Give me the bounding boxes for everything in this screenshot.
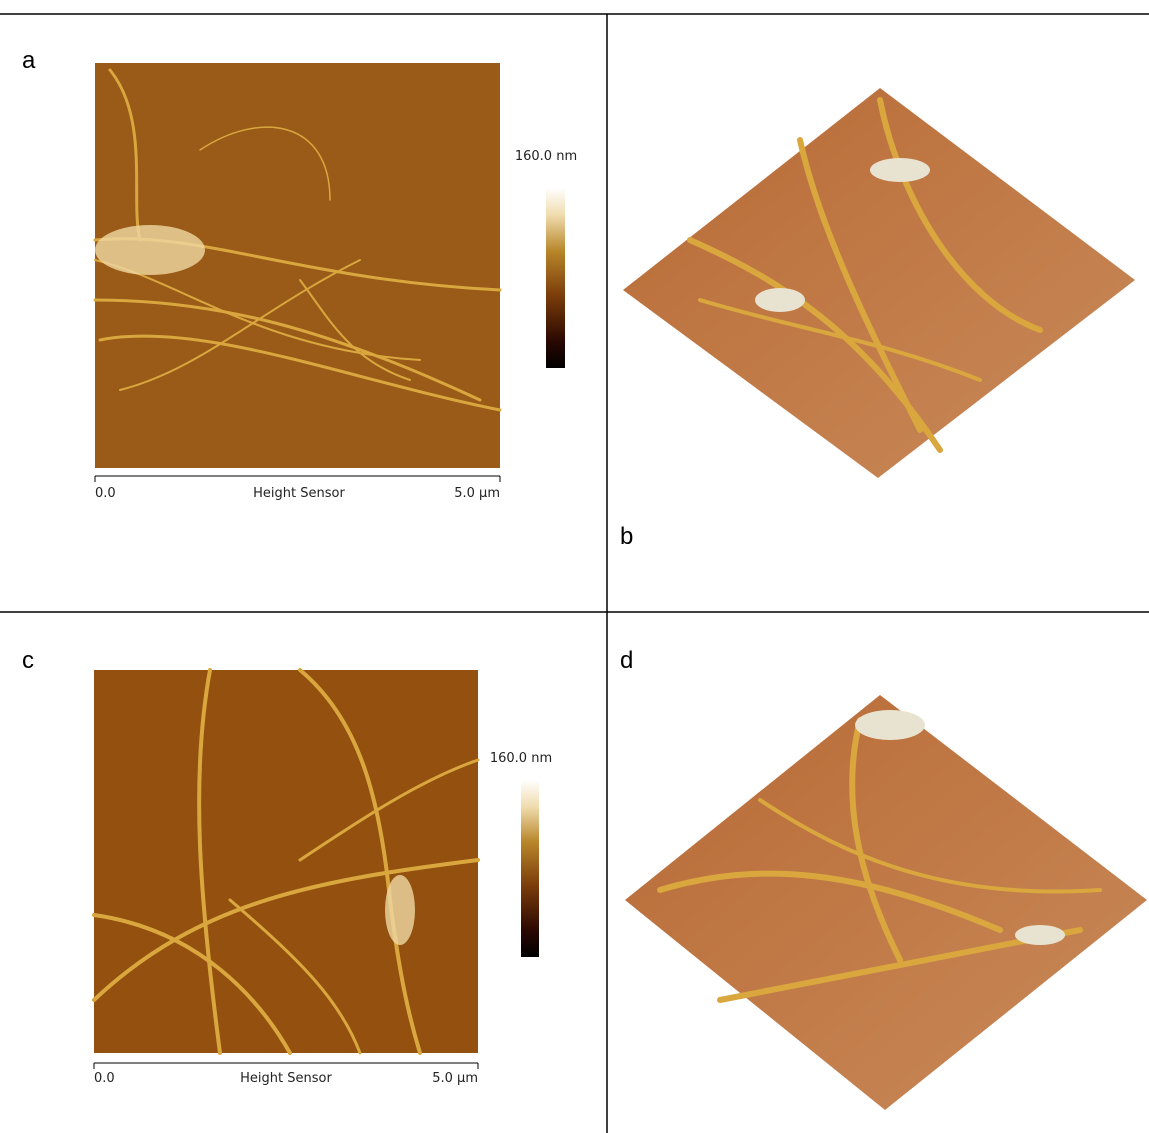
scale-end: 5.0 µm	[432, 1071, 478, 1086]
colorbar	[521, 780, 539, 957]
panel-label: c	[22, 647, 34, 674]
scale-end: 5.0 µm	[454, 486, 500, 501]
scale-bar	[95, 476, 500, 482]
scale-name: Height Sensor	[240, 1071, 332, 1086]
colorbar	[546, 188, 565, 368]
scale-bar	[94, 1063, 478, 1069]
colorbar-max: 160.0 nm	[490, 751, 552, 766]
panel-label: b	[620, 523, 633, 550]
colorbar-max: 160.0 nm	[515, 149, 577, 164]
afm-3d-image	[625, 695, 1147, 1110]
scale-start: 0.0	[95, 486, 116, 501]
panel-label: d	[620, 647, 633, 674]
scale-start: 0.0	[94, 1071, 115, 1086]
afm-image	[94, 670, 478, 1053]
afm-image	[95, 63, 500, 468]
scale-name: Height Sensor	[253, 486, 345, 501]
panel-label: a	[22, 47, 36, 74]
figure: a 0.0 Height Sensor 5.0 µm 160.0 nm b c	[0, 0, 1149, 1133]
afm-3d-image	[623, 88, 1135, 478]
